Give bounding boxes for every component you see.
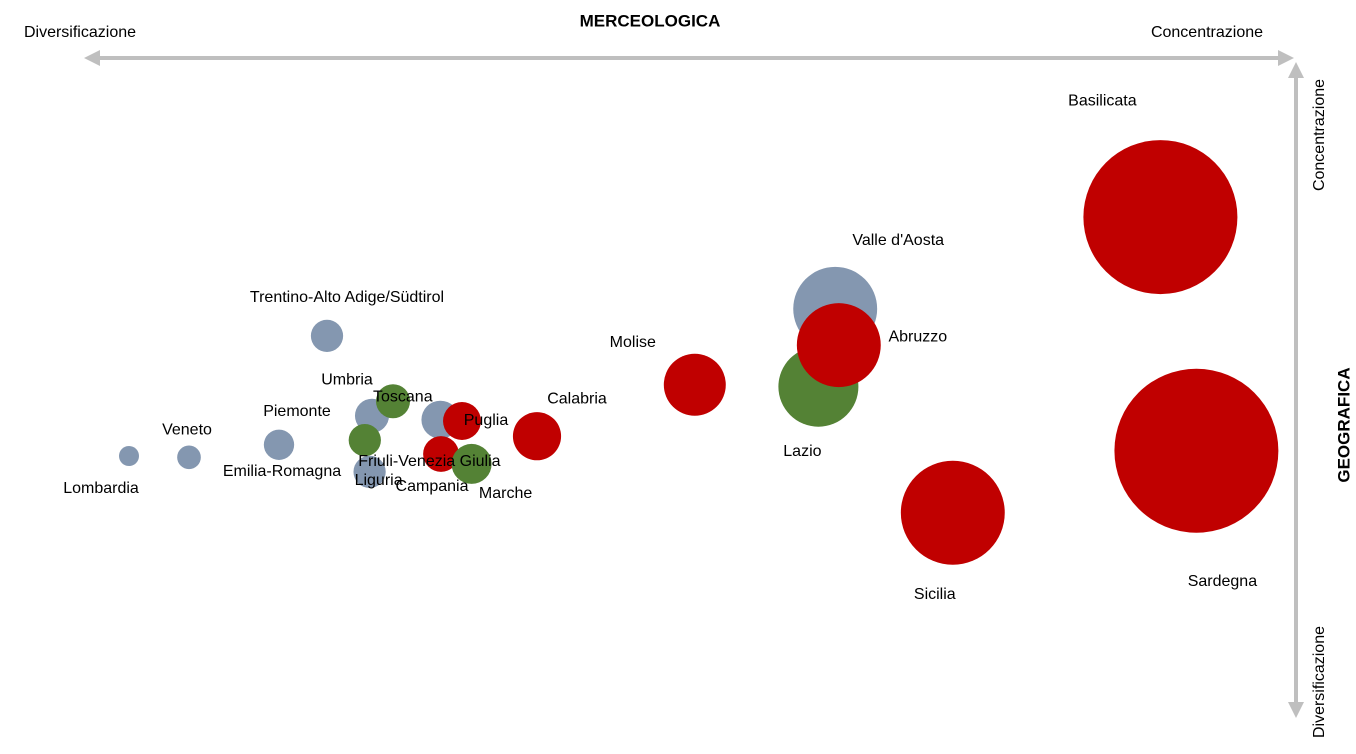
y-bottom-label: Diversificazione <box>1311 626 1328 738</box>
x-left-label: Diversificazione <box>24 24 136 41</box>
bubble <box>119 446 139 466</box>
bubble-label: Lombardia <box>63 480 139 497</box>
bubble-label: Toscana <box>373 388 433 405</box>
bubble-label: Lazio <box>783 443 821 460</box>
bubble-label: Piemonte <box>263 403 331 420</box>
bubble <box>348 424 381 457</box>
bubble <box>1083 140 1238 295</box>
x-axis-title: MERCEOLOGICA <box>580 11 721 30</box>
bubble <box>443 402 481 440</box>
bubble-label: Emilia-Romagna <box>223 463 341 480</box>
bubble-label: Friuli-Venezia Giulia <box>358 453 500 470</box>
bubble-label: Marche <box>479 485 532 502</box>
bubble-label: Liguria <box>355 472 403 489</box>
bubble-label: Trentino-Alto Adige/Südtirol <box>250 289 444 306</box>
bubble-label: Valle d'Aosta <box>852 232 944 249</box>
bubble <box>796 303 881 388</box>
bubble-label: Calabria <box>547 390 607 407</box>
bubble-label: Puglia <box>464 412 509 429</box>
bubble <box>423 436 459 472</box>
bubble <box>310 319 344 353</box>
bubble <box>1114 368 1279 533</box>
bubble <box>512 412 562 461</box>
bubble <box>900 460 1005 565</box>
bubble <box>263 429 295 460</box>
bubble-label: Basilicata <box>1068 92 1137 109</box>
x-right-label: Concentrazione <box>1151 24 1263 41</box>
y-axis-title: GEOGRAFICA <box>1334 367 1353 482</box>
bubble-label: Abruzzo <box>888 328 947 345</box>
bubble <box>663 353 726 416</box>
bubble-label: Sardegna <box>1188 573 1257 590</box>
bubble <box>451 443 492 484</box>
bubble-label: Veneto <box>162 422 212 439</box>
bubble <box>353 455 386 488</box>
bubble-label: Sicilia <box>914 586 956 603</box>
bubble <box>375 384 411 419</box>
bubble-label: Umbria <box>321 371 373 388</box>
y-top-label: Concentrazione <box>1311 79 1328 191</box>
bubble-label: Molise <box>610 334 656 351</box>
bubble-label: Campania <box>396 478 469 495</box>
bubble <box>177 445 201 470</box>
